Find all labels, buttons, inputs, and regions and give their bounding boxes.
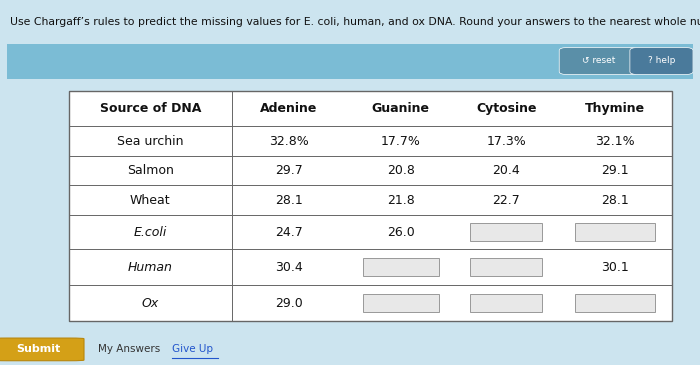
Text: Salmon: Salmon [127,164,174,177]
Text: 21.8: 21.8 [387,193,414,207]
Text: 29.0: 29.0 [275,297,303,310]
FancyBboxPatch shape [470,258,542,276]
FancyBboxPatch shape [7,44,693,79]
Text: 32.1%: 32.1% [595,135,635,147]
Text: 29.1: 29.1 [601,164,629,177]
FancyBboxPatch shape [575,223,655,241]
FancyBboxPatch shape [69,91,673,321]
Text: 29.7: 29.7 [275,164,303,177]
Text: 28.1: 28.1 [601,193,629,207]
Text: 24.7: 24.7 [275,226,303,239]
Text: 30.1: 30.1 [601,261,629,274]
FancyBboxPatch shape [470,223,542,241]
Text: Sea urchin: Sea urchin [117,135,183,147]
Text: 20.4: 20.4 [493,164,520,177]
FancyBboxPatch shape [363,294,439,312]
FancyBboxPatch shape [470,294,542,312]
Text: Wheat: Wheat [130,193,171,207]
Text: Use Chargaff’s rules to predict the missing values for E. coli, human, and ox DN: Use Chargaff’s rules to predict the miss… [10,17,700,27]
Text: 22.7: 22.7 [493,193,520,207]
Text: E.coli: E.coli [134,226,167,239]
Text: Ox: Ox [141,297,159,310]
Text: Thymine: Thymine [585,102,645,115]
Text: Human: Human [128,261,173,274]
Text: Adenine: Adenine [260,102,318,115]
Text: Submit: Submit [16,343,61,354]
Text: Cytosine: Cytosine [476,102,537,115]
Text: Give Up: Give Up [172,343,213,354]
Text: Guanine: Guanine [372,102,430,115]
Text: My Answers: My Answers [98,343,160,354]
Text: 26.0: 26.0 [387,226,414,239]
FancyBboxPatch shape [363,258,439,276]
FancyBboxPatch shape [630,47,693,74]
Text: 28.1: 28.1 [275,193,303,207]
Text: ↺ reset: ↺ reset [582,56,615,65]
Text: Source of DNA: Source of DNA [99,102,201,115]
Text: 20.8: 20.8 [387,164,414,177]
Text: 32.8%: 32.8% [270,135,309,147]
Text: 17.3%: 17.3% [486,135,526,147]
FancyBboxPatch shape [559,47,638,74]
Text: 17.7%: 17.7% [381,135,421,147]
Text: 30.4: 30.4 [275,261,303,274]
FancyBboxPatch shape [575,294,655,312]
Text: ? help: ? help [648,56,675,65]
FancyBboxPatch shape [0,338,84,361]
